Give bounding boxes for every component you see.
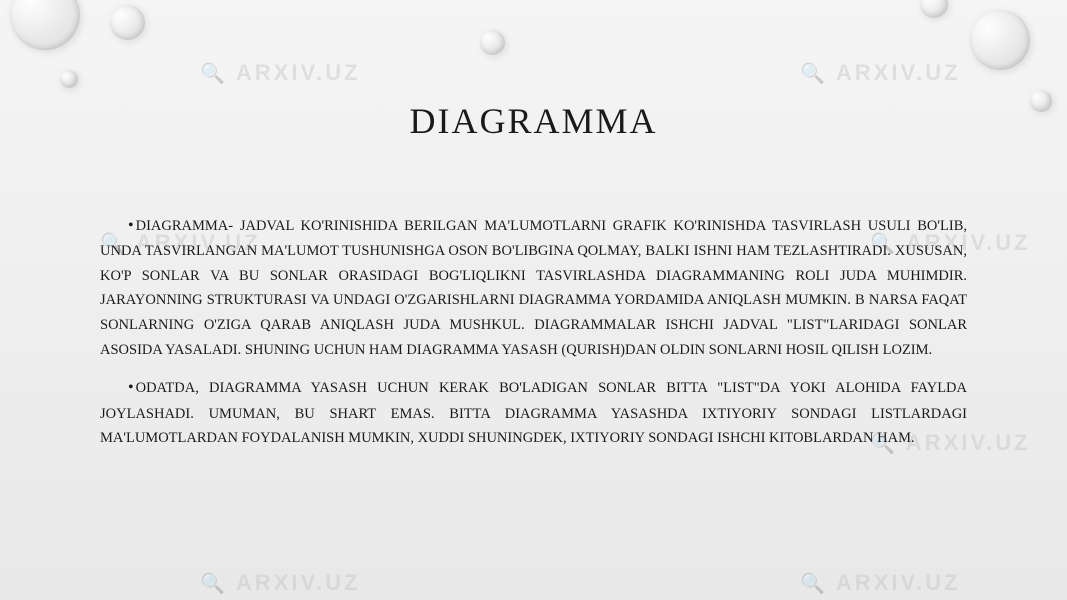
watermark: 🔍ARXIV.UZ bbox=[800, 570, 961, 596]
search-icon: 🔍 bbox=[200, 571, 228, 596]
search-icon: 🔍 bbox=[800, 571, 828, 596]
bullet-icon: • bbox=[128, 379, 134, 396]
paragraph-1: •DIAGRAMMA- JADVAL KO'RINISHIDA BERILGAN… bbox=[100, 212, 967, 362]
paragraph-text: ODATDA, DIAGRAMMA YASASH UCHUN KERAK BO'… bbox=[100, 380, 967, 446]
watermark: 🔍ARXIV.UZ bbox=[200, 570, 361, 596]
paragraph-2: •ODATDA, DIAGRAMMA YASASH UCHUN KERAK BO… bbox=[100, 374, 967, 450]
paragraph-text: DIAGRAMMA- JADVAL KO'RINISHIDA BERILGAN … bbox=[100, 218, 967, 358]
bullet-icon: • bbox=[128, 217, 134, 234]
slide-title: DIAGRAMMA bbox=[100, 100, 967, 142]
slide-content: DIAGRAMMA •DIAGRAMMA- JADVAL KO'RINISHID… bbox=[0, 0, 1067, 503]
